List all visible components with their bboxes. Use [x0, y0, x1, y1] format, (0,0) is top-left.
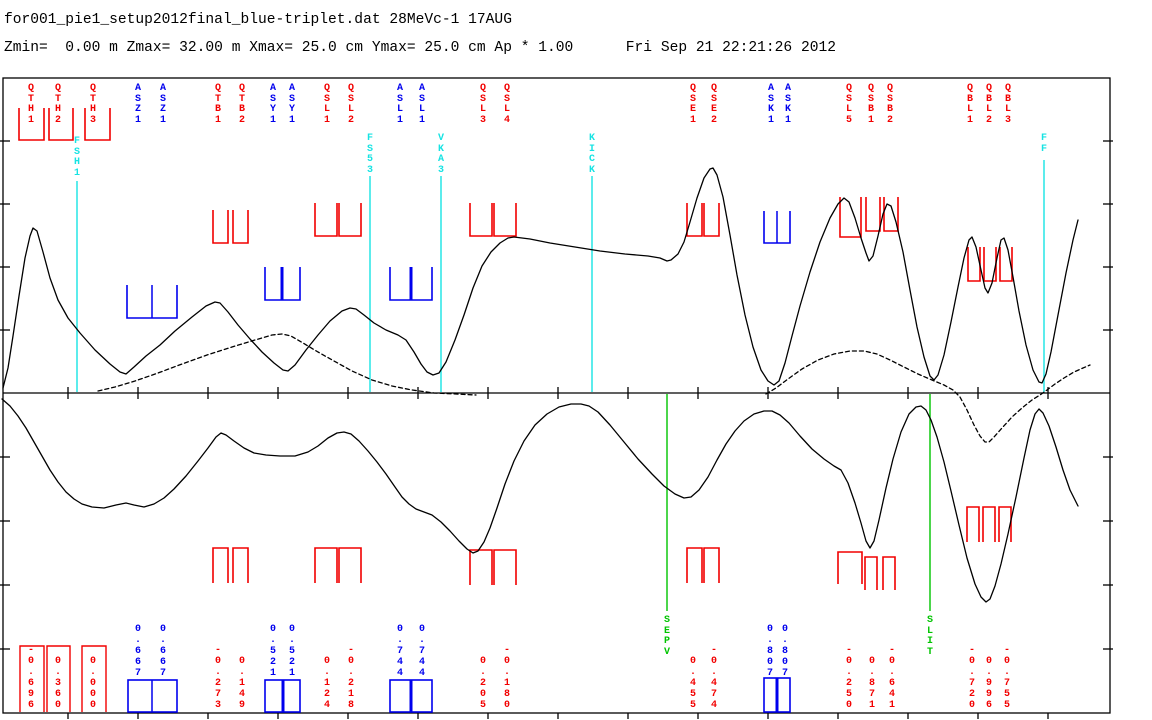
magnet-symbol-top-QBL3: [999, 247, 1013, 282]
magnet-symbol-bottom-QSE1: [686, 547, 703, 583]
magnet-symbol-top-QTB1: [212, 210, 229, 244]
magnet-symbol-bottom-QTB1: [212, 547, 229, 583]
plot-scale-info: Zmin= 0.00 m Zmax= 32.00 m Xmax= 25.0 cm…: [4, 40, 836, 56]
magnet-symbol-bottom-QSL3: [469, 549, 493, 585]
magnet-symbol-top-QSE2: [703, 203, 720, 237]
magnet-symbol-bottom-QBL3: [998, 506, 1012, 542]
magnet-symbol-bottom-QTB2: [232, 547, 249, 583]
magnet-symbol-bottom-QBL2: [982, 506, 996, 542]
value-bracket-QTH1: [19, 645, 45, 712]
magnet-symbol-top-QSB2: [883, 197, 899, 232]
magnet-symbol-bottom-QSL1: [314, 547, 338, 583]
magnet-symbol-bottom-QSL4: [493, 549, 517, 585]
magnet-symbol-bottom-QSE2: [703, 547, 720, 583]
curve-y-envelope-solid: [1, 398, 1079, 603]
magnet-symbol-top-QSL3: [469, 203, 493, 237]
magnet-symbol-bottom-QSB2: [882, 556, 896, 590]
magnet-symbol-top-QTB2: [232, 210, 249, 244]
plot-title: for001_pie1_setup2012final_blue-triplet.…: [4, 12, 512, 28]
curve-x-envelope-solid: [2, 167, 1079, 389]
value-bracket-QTH3: [81, 645, 107, 712]
magnet-symbol-top-QTH2: [48, 108, 74, 141]
magnet-symbol-top-QSL2: [338, 203, 362, 237]
magnet-symbol-top-QSB1: [865, 197, 881, 232]
magnet-symbol-top-QTH3: [84, 108, 111, 141]
curve-dashed-trace-b: [765, 350, 1091, 443]
value-bracket-QTH2: [46, 645, 71, 712]
magnet-symbol-top-QTH1: [18, 108, 45, 141]
magnet-symbol-top-QBL1: [967, 247, 981, 282]
magnet-symbol-bottom-QSB1: [864, 556, 878, 590]
curve-dashed-trace-a: [97, 333, 477, 396]
magnet-symbol-top-QSE1: [686, 203, 703, 237]
magnet-symbol-top-QSL1: [314, 203, 338, 237]
magnet-symbol-bottom-QBL1: [966, 506, 980, 542]
magnet-symbol-top-QSL5: [839, 197, 862, 238]
magnet-symbol-bottom-QSL2: [338, 547, 362, 583]
magnet-symbol-top-QSL4: [493, 203, 517, 237]
plot-frame: [2, 77, 1111, 714]
magnet-symbol-bottom-QSL5: [837, 551, 863, 584]
magnet-symbol-top-QBL2: [983, 247, 997, 282]
